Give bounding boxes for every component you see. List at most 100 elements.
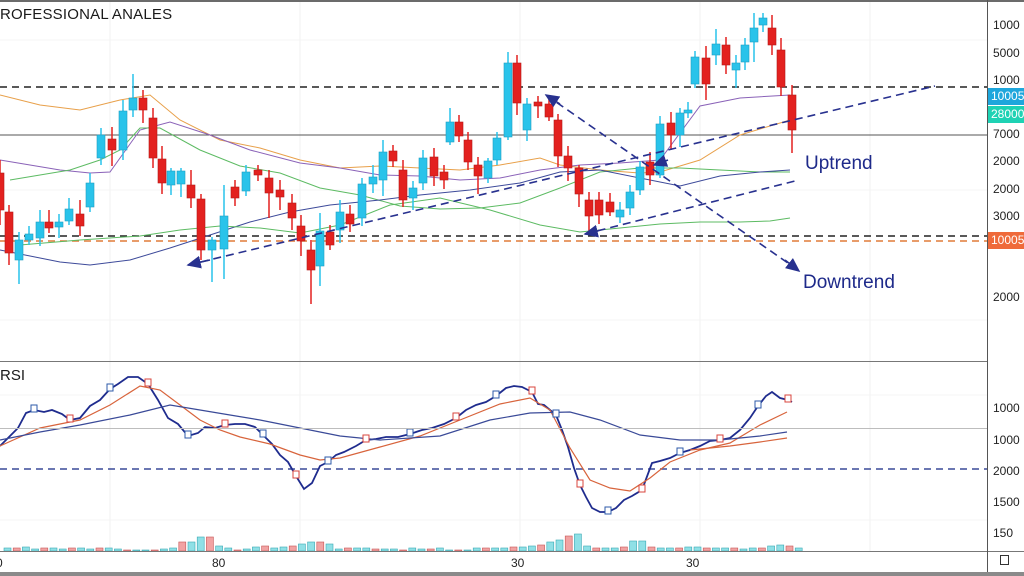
candle-bearish	[512, 62, 522, 104]
candle-bullish	[625, 191, 635, 209]
candle-bullish	[166, 170, 176, 186]
rsi-marker	[784, 394, 792, 403]
candle-bearish	[388, 150, 398, 162]
candle-bearish	[605, 201, 615, 213]
candle-bearish	[721, 44, 731, 66]
volume-bar	[546, 541, 555, 552]
downtrend-start-arrow-icon	[544, 94, 561, 108]
rsi-marker	[221, 419, 229, 428]
price-axis-label: 7000	[993, 127, 1020, 141]
candle-bullish	[128, 97, 138, 111]
volume-bar	[564, 535, 573, 552]
volume-bar	[307, 541, 315, 552]
pane-separator-main-rsi[interactable]	[0, 361, 988, 362]
candle-bearish	[44, 221, 54, 229]
downtrend-label: Downtrend	[803, 272, 895, 293]
rsi-marker	[576, 479, 584, 488]
candle-bearish	[275, 189, 285, 198]
candle-bullish	[378, 151, 388, 181]
rsi-marker	[552, 409, 560, 418]
rsi-series-1	[0, 385, 788, 492]
volume-bar	[298, 543, 306, 552]
candle-bearish	[463, 139, 473, 163]
window-bottom-border	[0, 572, 1024, 576]
candle-bearish	[645, 161, 655, 176]
candle-bullish	[176, 170, 186, 185]
candle-bullish	[335, 211, 345, 231]
rsi-axis-label: 1500	[993, 495, 1020, 509]
rsi-midline	[0, 428, 988, 429]
volume-bar	[325, 543, 334, 552]
candle-bearish	[264, 177, 274, 194]
candle-bearish	[287, 202, 297, 219]
candle-bearish	[157, 158, 167, 184]
candle-bearish	[398, 169, 408, 201]
candle-bullish	[85, 182, 95, 208]
rsi-marker	[716, 434, 724, 443]
candle-bullish	[690, 56, 700, 85]
candle-bullish	[740, 44, 750, 63]
candle-bullish	[24, 233, 34, 241]
candle-bearish	[429, 156, 439, 177]
candle-bearish	[454, 121, 464, 137]
price-axis-label: 5000	[993, 46, 1020, 60]
rsi-marker	[292, 470, 300, 479]
candle-bullish	[241, 171, 251, 192]
candle-bullish	[635, 166, 645, 191]
candle-bearish	[306, 249, 316, 271]
candle-bullish	[615, 209, 625, 218]
candle-bullish	[503, 62, 513, 138]
rsi-marker	[184, 430, 192, 439]
price-axis-label: 2000	[993, 182, 1020, 196]
candle-bearish	[767, 27, 777, 46]
time-axis-label: 30	[511, 556, 525, 570]
candle-bullish	[731, 62, 741, 71]
rsi-marker	[106, 383, 114, 392]
volume-bar	[196, 536, 205, 552]
rsi-marker	[66, 414, 74, 423]
candle-bearish	[563, 155, 573, 169]
rsi-axis-label: 2000	[993, 464, 1020, 478]
rsi-marker	[604, 506, 612, 515]
rsi-marker	[638, 484, 646, 493]
price-chart-canvas[interactable]	[0, 0, 988, 572]
rsi-marker	[452, 412, 460, 421]
rsi-marker	[754, 400, 762, 409]
candle-bullish	[418, 157, 428, 184]
moving-average-green-2	[19, 197, 791, 246]
candle-bearish	[594, 199, 604, 216]
uptrend-label: Uptrend	[805, 153, 873, 174]
rsi-axis-label: 150	[993, 526, 1014, 540]
candle-bearish	[325, 231, 335, 246]
restore-icon[interactable]	[1000, 555, 1009, 565]
downtrend-arrow-icon	[784, 258, 801, 272]
window-top-border	[0, 0, 1024, 2]
time-axis-label: 0	[0, 556, 3, 570]
candle-bearish	[138, 97, 148, 111]
candle-bearish	[253, 169, 263, 176]
candle-bearish	[544, 103, 554, 118]
rsi-marker	[259, 429, 267, 438]
candle-bullish	[14, 239, 24, 261]
rsi-marker	[30, 404, 38, 413]
candle-bullish	[64, 208, 74, 222]
candle-bullish	[357, 183, 367, 219]
candle-bearish	[574, 167, 584, 195]
time-axis-label: 30	[686, 556, 700, 570]
price-tag: 28000	[988, 106, 1024, 123]
candle-bullish	[207, 239, 217, 251]
rsi-marker	[492, 390, 500, 399]
rsi-series-2	[0, 404, 788, 441]
rsi-marker	[362, 434, 370, 443]
candle-bearish	[107, 138, 117, 151]
rsi-series-3	[689, 437, 788, 451]
volume-bar	[206, 536, 214, 552]
trendline-downtrend	[545, 94, 799, 271]
candle-bullish	[655, 123, 665, 176]
volume-bar	[629, 540, 637, 552]
candle-bearish	[439, 171, 449, 181]
price-axis-label: 1000	[993, 73, 1020, 87]
candle-bearish	[473, 164, 483, 177]
candle-bearish	[584, 199, 594, 217]
candle-bearish	[186, 184, 196, 199]
